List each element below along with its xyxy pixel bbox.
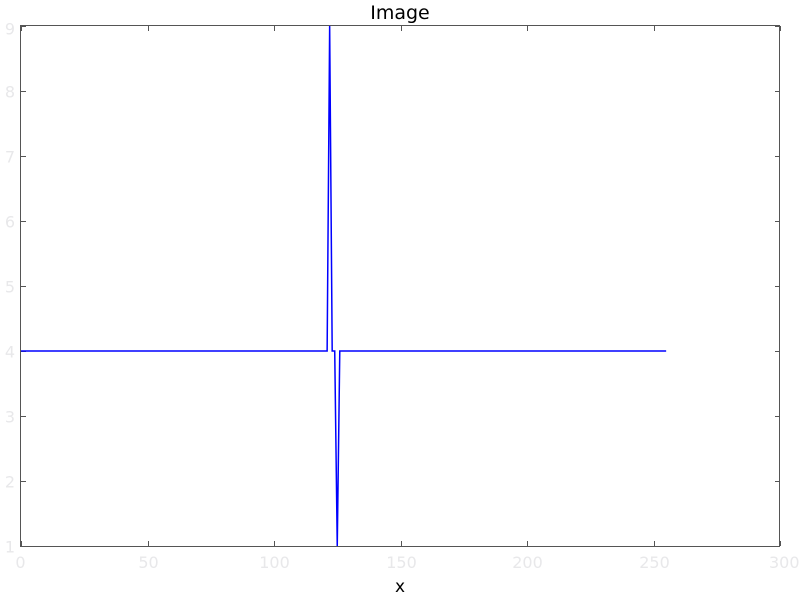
plot-area	[20, 25, 781, 547]
series-line	[21, 25, 667, 547]
y-axis-tick-labels: 1 2 3 4 5 6 7 8 9	[5, 20, 15, 557]
x-tick-label: 0	[15, 553, 25, 572]
y-tick-label: 8	[5, 83, 15, 102]
x-tick-label: 200	[512, 553, 543, 572]
x-tick-label: 50	[138, 553, 158, 572]
x-tick-label: 100	[259, 553, 290, 572]
y-tick-label: 3	[5, 408, 15, 427]
x-tick-label: 300	[769, 553, 800, 572]
y-tick-label: 2	[5, 473, 15, 492]
y-tick-label: 5	[5, 278, 15, 297]
y-tick-label: 6	[5, 213, 15, 232]
y-tick-label: 7	[5, 148, 15, 167]
y-tick-label: 4	[5, 343, 15, 362]
x-axis-label: x	[395, 577, 405, 597]
plot-frame	[20, 25, 780, 547]
chart-title: Image	[370, 2, 430, 24]
x-tick-label: 150	[386, 553, 417, 572]
axis-ticks	[21, 26, 781, 547]
series-layer	[21, 25, 667, 547]
y-tick-label: 9	[5, 20, 15, 39]
y-tick-label: 1	[5, 538, 15, 557]
x-axis-tick-labels: 0 50 100 150 200 250 300	[15, 553, 799, 572]
x-tick-label: 250	[639, 553, 670, 572]
